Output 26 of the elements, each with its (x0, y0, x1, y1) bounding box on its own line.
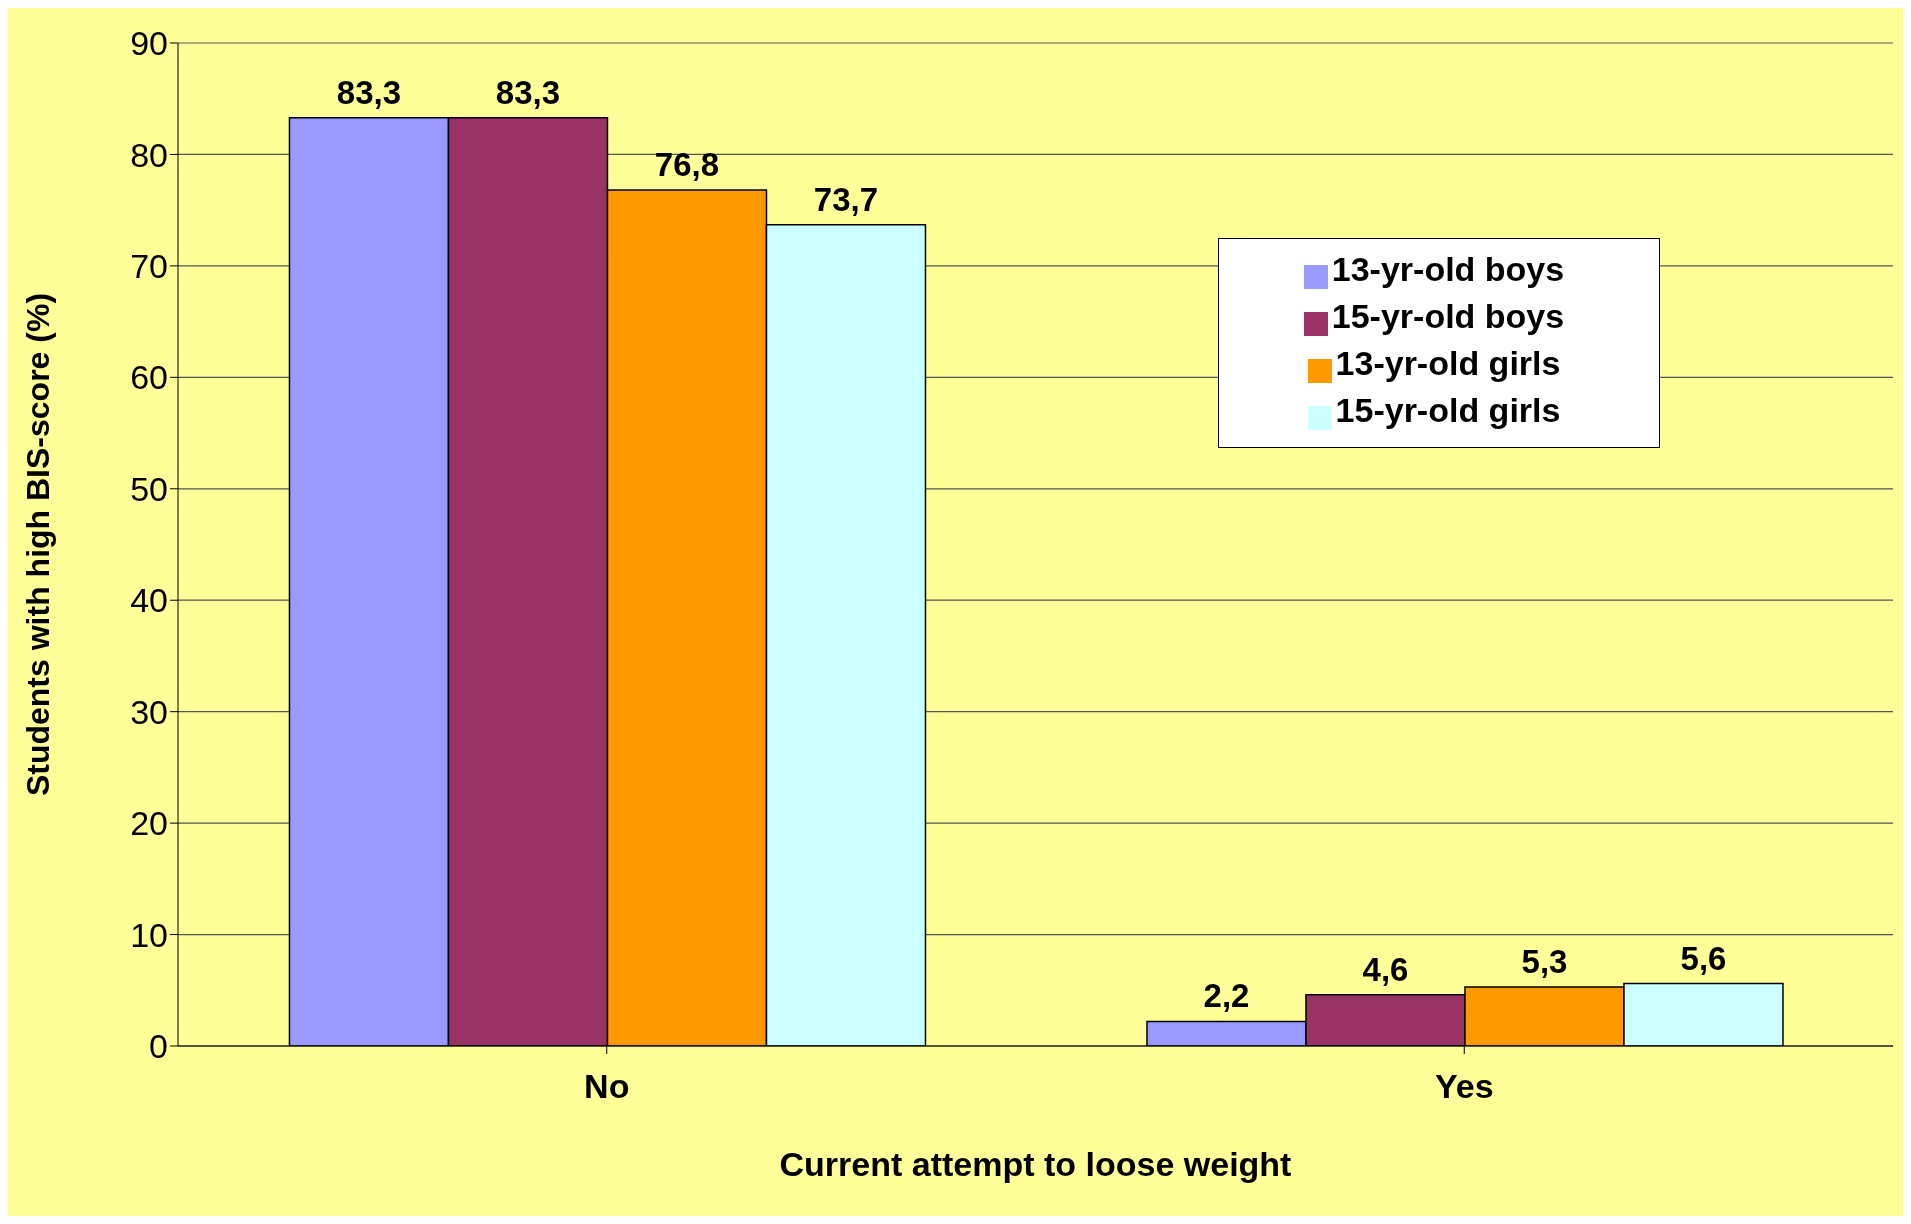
y-tick-label: 10 (130, 915, 168, 954)
y-tick-label: 70 (130, 246, 168, 285)
data-label: 83,3 (336, 73, 402, 111)
y-tick-label: 80 (130, 135, 168, 174)
x-tick-label: No (584, 1067, 630, 1106)
x-axis-title: Current attempt to loose weight (779, 1145, 1292, 1183)
y-tick-label: 30 (130, 692, 168, 731)
y-axis-title: Students with high BIS-score (%) (20, 292, 57, 797)
data-label: 5,6 (1680, 939, 1727, 977)
y-tick-label: 50 (130, 469, 168, 508)
data-label: 2,2 (1203, 977, 1250, 1015)
data-label: 4,6 (1362, 950, 1409, 988)
legend-label: 13-yr-old girls (1335, 344, 1561, 382)
y-tick-label: 60 (130, 358, 168, 397)
data-label: 76,8 (654, 146, 720, 184)
data-label: 73,7 (813, 180, 879, 218)
data-label: 5,3 (1521, 942, 1568, 980)
y-tick-label: 90 (130, 24, 168, 63)
y-tick-label: 0 (149, 1027, 168, 1066)
legend-label: 15-yr-old girls (1335, 391, 1561, 429)
legend-label: 13-yr-old boys (1331, 250, 1565, 288)
legend-label: 15-yr-old boys (1331, 297, 1565, 335)
y-tick-label: 40 (130, 581, 168, 620)
x-tick-label: Yes (1434, 1067, 1494, 1106)
y-tick-label: 20 (130, 804, 168, 843)
data-label: 83,3 (495, 73, 561, 111)
